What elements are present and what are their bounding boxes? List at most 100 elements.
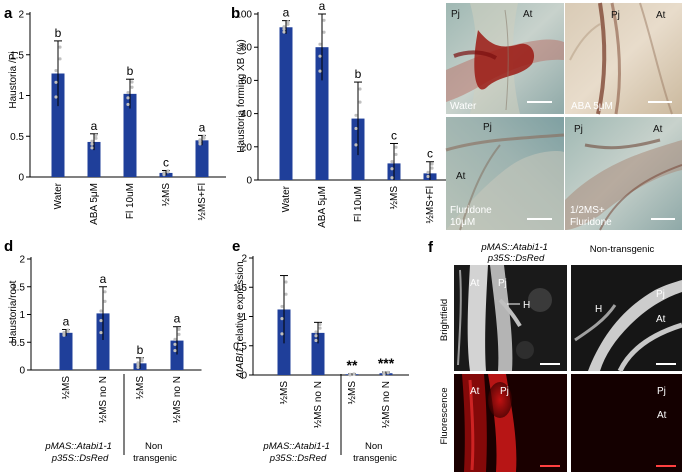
data-point xyxy=(58,57,62,61)
data-point xyxy=(382,371,386,375)
data-point xyxy=(358,100,362,104)
category-label: ABA 5μM xyxy=(317,186,328,228)
col-right-header: Non-transgenic xyxy=(590,244,655,255)
data-point xyxy=(430,166,434,170)
y-tick-label: 1 xyxy=(19,310,25,321)
halfms-fluridone-caption: 1/2MS+ Fluridone xyxy=(570,205,612,228)
data-point xyxy=(318,69,322,73)
panel-f: f pMAS::Atabi1-1 p35S::DsRed Non-transge… xyxy=(428,239,682,472)
fl-right-pj-label: Pj xyxy=(657,386,666,397)
panel-letter-d: d xyxy=(4,238,13,255)
data-point xyxy=(430,162,434,166)
data-point xyxy=(280,317,284,321)
y-tick-label: 0.5 xyxy=(10,132,24,143)
y-axis-title-d: Haustoria/root xyxy=(8,280,19,343)
significance-label: a xyxy=(283,6,290,20)
data-point xyxy=(177,327,181,331)
data-point xyxy=(426,170,430,174)
category-label: Fl 10uM xyxy=(353,186,364,222)
data-point xyxy=(390,160,394,164)
row-top-label: Brightfield xyxy=(439,299,450,341)
data-point xyxy=(130,85,134,89)
panel-d: d Haustoria/root 0 0.5 1 1.5 2 a ½MS a ½MS no N b… xyxy=(4,238,202,464)
data-point xyxy=(94,133,98,137)
significance-label: a xyxy=(199,120,206,134)
significance-label: b xyxy=(127,64,134,78)
chart-a: 0 0.5 1 1.5 2 b Water a ABA 5μM b Fl 10uM c ½MS a ½MS+… xyxy=(10,10,226,225)
bar xyxy=(311,332,325,375)
fluorescence-non-transgenic: Pj At xyxy=(571,374,682,472)
data-point xyxy=(90,139,94,143)
data-point xyxy=(314,338,318,343)
row-bottom-label: Fluorescence xyxy=(439,387,450,444)
category-label: ½MS+Fl xyxy=(197,183,208,221)
data-point xyxy=(354,126,358,131)
category-label: ½MS xyxy=(161,183,172,207)
y-tick-label: 2 xyxy=(241,254,247,265)
col-left-header: pMAS::Atabi1-1 p35S::DsRed xyxy=(480,242,550,264)
brightfield-transgenic: At Pj H xyxy=(454,265,567,371)
category-label: ½MS xyxy=(61,376,72,400)
data-point xyxy=(58,45,62,49)
data-point xyxy=(394,152,398,157)
data-point xyxy=(282,30,286,34)
data-point xyxy=(54,80,58,84)
data-point xyxy=(348,372,352,376)
category-label: ½MS xyxy=(389,186,400,210)
data-point xyxy=(94,136,98,140)
water-at-label: At xyxy=(523,9,533,20)
bar xyxy=(96,313,110,370)
data-point xyxy=(166,170,170,174)
bar xyxy=(87,141,101,177)
y-tick-label: 0.5 xyxy=(11,338,25,349)
bar xyxy=(279,27,293,181)
y-tick-label: 0 xyxy=(18,173,24,184)
significance-label: a xyxy=(319,0,326,13)
data-point xyxy=(426,174,430,179)
category-label: ½MS no N xyxy=(313,381,324,428)
panel-letter-f: f xyxy=(428,239,434,256)
data-point xyxy=(318,54,322,58)
data-point xyxy=(99,330,103,335)
y-axis-title-e: AtABI1 relative expression xyxy=(235,261,246,379)
data-point xyxy=(390,176,394,180)
y-tick-label: 1.5 xyxy=(11,282,25,293)
data-point xyxy=(198,142,202,146)
y-tick-label: 2 xyxy=(18,10,24,21)
group-right-label-d: Non transgenic xyxy=(133,441,177,464)
panel-a: a Haustoria /Pj 0 0.5 1 1.5 2 b Water a ABA 5μM b… xyxy=(4,5,226,225)
micrograph-halfms-fluridone: Pj At 1/2MS+ Fluridone xyxy=(565,117,682,231)
category-label: Water xyxy=(281,185,292,212)
data-point xyxy=(286,22,290,26)
y-axis-title-a: Haustoria /Pj xyxy=(8,51,19,108)
significance-label: a xyxy=(174,312,181,326)
bar xyxy=(315,47,329,181)
category-label: ½MS xyxy=(347,381,358,405)
data-point xyxy=(282,25,286,29)
significance-label: c xyxy=(391,128,397,142)
data-point xyxy=(54,95,58,99)
data-point xyxy=(99,318,103,323)
data-point xyxy=(354,143,358,147)
significance-label: b xyxy=(355,67,362,81)
data-point xyxy=(90,142,94,146)
data-point xyxy=(318,322,322,326)
category-label: ½MS xyxy=(135,376,146,400)
significance-label: b xyxy=(137,343,144,357)
data-point xyxy=(314,330,318,334)
significance-label: a xyxy=(100,272,107,286)
group-left-label-e: pMAS::Atabi1-1 p35S::DsRed xyxy=(262,441,332,464)
data-point xyxy=(280,304,284,309)
aba-caption: ABA 5μM xyxy=(571,101,613,112)
group-labels-d: pMAS::Atabi1-1 p35S::DsRed Non transgeni… xyxy=(44,374,177,464)
data-point xyxy=(352,372,356,376)
data-point xyxy=(99,309,103,313)
bf-left-pj-label: Pj xyxy=(498,278,507,289)
significance-label: ** xyxy=(347,357,358,373)
chart-e: 0 0.5 1 1.5 2 ½MS ½MS no N ** ½MS *** ½MS no N xyxy=(233,254,409,428)
data-point xyxy=(130,80,134,84)
data-point xyxy=(358,87,362,91)
halfms-fl-at-label: At xyxy=(653,124,663,135)
data-point xyxy=(126,96,130,100)
water-caption: Water xyxy=(450,101,477,112)
